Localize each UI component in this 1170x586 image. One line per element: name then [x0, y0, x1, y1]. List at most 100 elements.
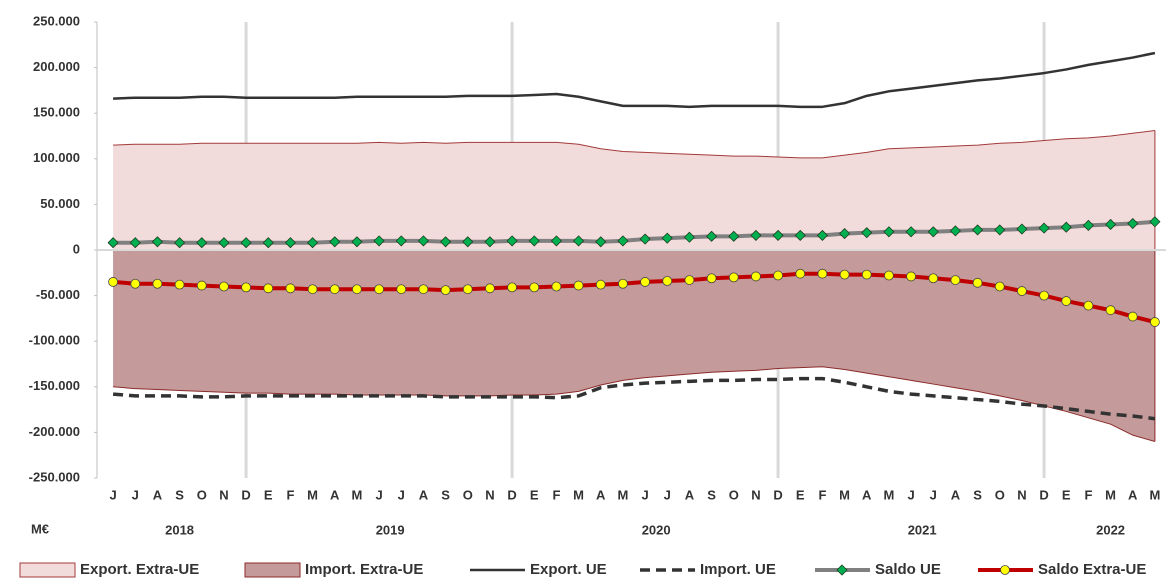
marker: [706, 230, 718, 242]
marker: [861, 227, 873, 239]
marker: [507, 282, 517, 293]
marker: [950, 275, 961, 285]
marker: [352, 284, 362, 295]
marker: [751, 271, 761, 282]
y-tick-label: -250.000: [29, 469, 80, 484]
marker: [683, 231, 695, 243]
x-tick-label: A: [419, 487, 429, 502]
marker: [396, 284, 407, 295]
x-tick-label: M: [1105, 487, 1116, 502]
marker: [307, 237, 319, 249]
x-tick-label: J: [664, 487, 671, 502]
marker: [551, 281, 562, 292]
x-tick-label: N: [1017, 487, 1026, 502]
y-tick-label: 0: [73, 241, 80, 256]
marker: [706, 273, 717, 284]
x-tick-label: S: [707, 487, 716, 502]
markers: [107, 216, 1161, 327]
marker: [174, 279, 185, 290]
marker: [373, 235, 385, 247]
marker: [795, 268, 806, 279]
x-tick-label: A: [596, 487, 606, 502]
x-tick-label: A: [330, 487, 340, 502]
marker: [661, 232, 673, 244]
marker: [418, 284, 429, 295]
marker: [617, 235, 629, 247]
marker: [108, 277, 118, 287]
marker: [129, 237, 141, 249]
marker: [839, 228, 851, 240]
marker: [1127, 217, 1139, 230]
legend-label: Export. UE: [530, 561, 607, 578]
y-tick-label: 150.000: [33, 105, 80, 120]
area-edge: [113, 366, 1156, 443]
marker: [927, 226, 939, 238]
marker: [351, 236, 363, 248]
marker: [395, 235, 407, 247]
marker: [906, 271, 916, 282]
x-tick-label: D: [773, 487, 782, 502]
x-tick-label: J: [132, 487, 139, 502]
marker: [1150, 317, 1160, 327]
x-tick-label: F: [286, 487, 294, 502]
x-tick-label: F: [1084, 487, 1092, 502]
legend-label: Export. Extra-UE: [80, 561, 199, 578]
y-tick-label: -150.000: [29, 378, 80, 393]
x-tick-label: O: [463, 487, 473, 502]
marker: [152, 278, 163, 289]
x-tick-label: M: [351, 487, 362, 502]
x-tick-label: A: [153, 487, 163, 502]
marker: [1105, 218, 1117, 231]
line: [113, 51, 1156, 109]
x-tick-label: N: [751, 487, 760, 502]
marker: [1016, 223, 1028, 235]
marker: [794, 229, 806, 241]
x-tick-label: J: [398, 487, 405, 502]
x-tick-label: M: [617, 487, 628, 502]
x-tick-label: N: [485, 487, 494, 502]
legend-marker: [836, 564, 848, 576]
legend-marker: [1000, 565, 1010, 575]
marker: [573, 235, 585, 247]
marker: [1038, 222, 1050, 234]
y-tick-label: 50.000: [40, 196, 80, 211]
x-tick-label: J: [641, 487, 648, 502]
marker: [884, 270, 894, 281]
marker: [816, 229, 828, 241]
x-tick-label: J: [375, 487, 382, 502]
marker: [528, 235, 540, 247]
marker: [1149, 216, 1161, 228]
x-tick-label: A: [951, 487, 961, 502]
year-label: 2020: [642, 522, 671, 537]
legend-label: Import. Extra-UE: [305, 561, 423, 578]
marker: [1082, 219, 1094, 231]
marker: [1060, 221, 1072, 233]
marker: [817, 268, 828, 279]
marker: [196, 280, 207, 291]
marker: [417, 235, 429, 247]
legend-swatch: [244, 562, 301, 578]
x-tick-label: D: [507, 487, 516, 502]
x-tick-label: M: [573, 487, 584, 502]
marker: [241, 282, 251, 293]
marker: [1039, 290, 1049, 301]
marker: [640, 277, 650, 287]
x-tick-label: J: [109, 487, 116, 502]
marker: [861, 269, 872, 280]
marker: [196, 237, 208, 249]
x-tick-label: F: [818, 487, 826, 502]
marker: [107, 237, 119, 249]
marker: [972, 224, 984, 236]
x-tick-label: S: [175, 487, 184, 502]
marker: [595, 279, 606, 290]
x-tick-label: E: [530, 487, 539, 502]
x-tick-label: E: [1062, 487, 1071, 502]
marker: [905, 226, 917, 238]
legend-label: Saldo UE: [875, 561, 941, 578]
marker: [839, 269, 850, 280]
marker: [1083, 300, 1094, 311]
y-tick-label: 100.000: [33, 150, 80, 165]
marker: [219, 281, 229, 292]
marker: [1127, 311, 1138, 322]
marker: [485, 283, 495, 294]
